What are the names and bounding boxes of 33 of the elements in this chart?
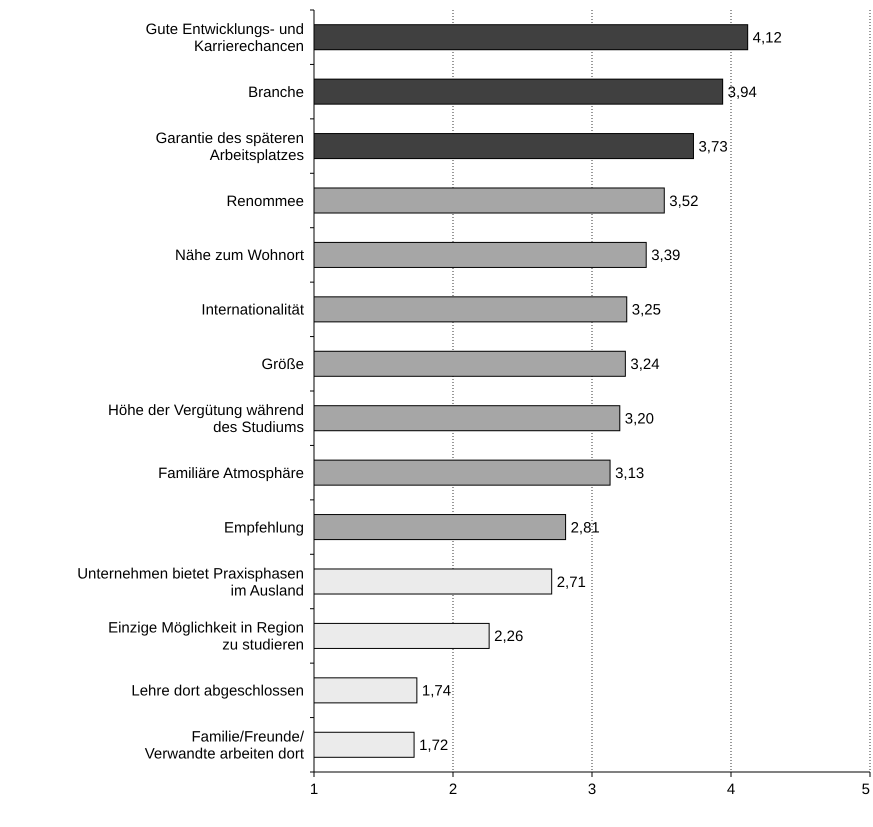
data-label: 2,71 bbox=[556, 574, 586, 591]
y-tick-label: Familie/Freunde/ Verwandte arbeiten dort bbox=[144, 728, 305, 763]
data-label: 2,26 bbox=[494, 628, 524, 646]
x-tick-label: 1 bbox=[310, 781, 318, 798]
y-tick-label: Unternehmen bietet Praxisphasen im Ausland bbox=[77, 565, 304, 600]
y-tick-label: Empfehlung bbox=[224, 519, 304, 536]
data-label: 1,72 bbox=[419, 737, 448, 754]
data-label: 2,81 bbox=[570, 519, 600, 536]
data-label: 3,73 bbox=[698, 138, 728, 156]
data-label: 3,52 bbox=[669, 192, 698, 210]
x-tick-label: 5 bbox=[862, 781, 870, 798]
data-label: 3,20 bbox=[624, 410, 654, 428]
data-label: 1,74 bbox=[422, 682, 452, 700]
y-tick-label: Internationalität bbox=[201, 302, 305, 319]
y-tick-label: Renommee bbox=[226, 192, 304, 210]
data-label: 3,13 bbox=[615, 464, 644, 482]
y-tick-label: Gute Entwicklungs- und Karrierechancen bbox=[146, 20, 304, 55]
y-tick-label: Branche bbox=[248, 84, 304, 101]
y-tick-label: Garantie des späteren Arbeitsplatzes bbox=[156, 130, 304, 164]
data-label: 3,25 bbox=[632, 302, 661, 319]
data-label: 4,12 bbox=[752, 29, 782, 46]
y-tick-label: Lehre dort abgeschlossen bbox=[131, 682, 304, 700]
y-tick-label: Höhe der Vergütung während des Studiums bbox=[108, 402, 304, 436]
y-tick-label: Nähe zum Wohnort bbox=[175, 247, 305, 264]
y-tick-label: Einzige Möglichkeit in Region zu studieren bbox=[108, 620, 304, 654]
data-label: 3,94 bbox=[728, 84, 757, 101]
data-label: 3,24 bbox=[630, 356, 660, 374]
y-tick-label: Familiäre Atmosphäre bbox=[158, 464, 304, 482]
x-tick-label: 3 bbox=[588, 781, 596, 798]
y-tick-label: Größe bbox=[261, 356, 304, 374]
data-label: 3,39 bbox=[651, 247, 680, 264]
x-tick-label: 4 bbox=[726, 781, 736, 798]
x-tick-label: 2 bbox=[448, 781, 458, 798]
